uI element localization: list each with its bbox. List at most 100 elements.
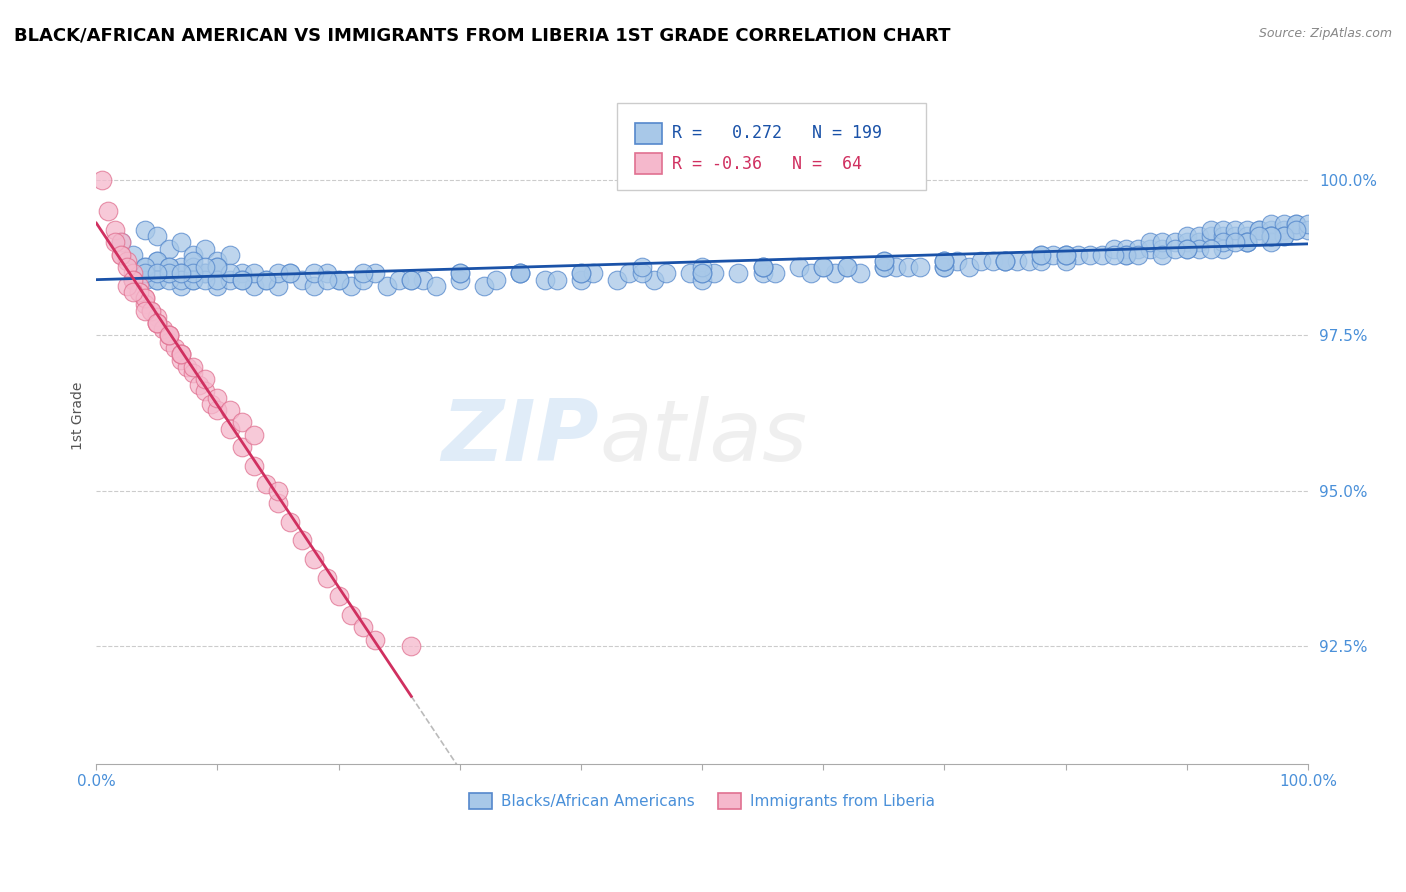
Point	[328, 272, 350, 286]
Point	[278, 266, 301, 280]
Point	[449, 272, 471, 286]
Point	[1163, 242, 1185, 256]
Point	[170, 272, 193, 286]
Point	[110, 235, 132, 250]
Point	[1175, 235, 1198, 250]
Point	[1115, 248, 1137, 262]
Point	[181, 272, 204, 286]
Point	[582, 266, 605, 280]
Point	[1031, 254, 1053, 268]
Point	[873, 254, 896, 268]
Point	[134, 260, 156, 275]
Point	[157, 328, 180, 343]
Point	[170, 347, 193, 361]
Point	[315, 266, 337, 280]
Point	[218, 421, 240, 435]
Point	[121, 266, 143, 280]
Point	[218, 266, 240, 280]
Point	[1128, 242, 1150, 256]
Point	[751, 260, 773, 275]
Point	[908, 260, 931, 275]
Point	[401, 639, 423, 653]
Point	[181, 254, 204, 268]
Point	[157, 334, 180, 349]
Point	[751, 266, 773, 280]
Point	[1128, 248, 1150, 262]
Point	[449, 266, 471, 280]
Legend: Blacks/African Americans, Immigrants from Liberia: Blacks/African Americans, Immigrants fro…	[463, 787, 941, 815]
Point	[254, 477, 277, 491]
Point	[121, 285, 143, 299]
Point	[304, 266, 326, 280]
Point	[121, 272, 143, 286]
Point	[837, 260, 859, 275]
Point	[207, 278, 229, 293]
Point	[267, 496, 290, 510]
Point	[110, 248, 132, 262]
Point	[1042, 248, 1064, 262]
Point	[315, 571, 337, 585]
Point	[194, 272, 217, 286]
Point	[472, 278, 495, 293]
Point	[218, 248, 240, 262]
Point	[315, 272, 337, 286]
Point	[181, 359, 204, 374]
Point	[134, 303, 156, 318]
Text: R =   0.272   N = 199: R = 0.272 N = 199	[672, 124, 882, 142]
Point	[121, 248, 143, 262]
Point	[1236, 229, 1258, 244]
Point	[110, 248, 132, 262]
Point	[1152, 235, 1174, 250]
Point	[401, 272, 423, 286]
Point	[375, 278, 398, 293]
Point	[1152, 248, 1174, 262]
Point	[703, 266, 725, 280]
Point	[727, 266, 749, 280]
Point	[181, 260, 204, 275]
Point	[1066, 248, 1088, 262]
Point	[115, 260, 138, 275]
Point	[254, 272, 277, 286]
Point	[157, 272, 180, 286]
Point	[934, 260, 956, 275]
Point	[934, 254, 956, 268]
Point	[207, 272, 229, 286]
Text: atlas: atlas	[599, 395, 807, 478]
Point	[352, 266, 374, 280]
Point	[606, 272, 628, 286]
Point	[146, 316, 169, 330]
Point	[352, 620, 374, 634]
Point	[884, 260, 907, 275]
Point	[763, 266, 786, 280]
Point	[194, 266, 217, 280]
Point	[1236, 235, 1258, 250]
Point	[291, 272, 314, 286]
Point	[181, 272, 204, 286]
Point	[509, 266, 531, 280]
Point	[278, 266, 301, 280]
Point	[1102, 242, 1125, 256]
Point	[1005, 254, 1028, 268]
Point	[1236, 235, 1258, 250]
Point	[115, 254, 138, 268]
Point	[170, 347, 193, 361]
Point	[1260, 235, 1282, 250]
Point	[328, 272, 350, 286]
Point	[1054, 248, 1077, 262]
Point	[97, 204, 120, 219]
Point	[1212, 242, 1234, 256]
Point	[1212, 223, 1234, 237]
Point	[1199, 229, 1222, 244]
Point	[873, 260, 896, 275]
Point	[146, 266, 169, 280]
Point	[121, 272, 143, 286]
Point	[388, 272, 411, 286]
Point	[339, 278, 361, 293]
Point	[207, 260, 229, 275]
Point	[1031, 248, 1053, 262]
Point	[194, 372, 217, 386]
Point	[1260, 229, 1282, 244]
Point	[630, 260, 652, 275]
Point	[1223, 229, 1246, 244]
Point	[1272, 223, 1295, 237]
